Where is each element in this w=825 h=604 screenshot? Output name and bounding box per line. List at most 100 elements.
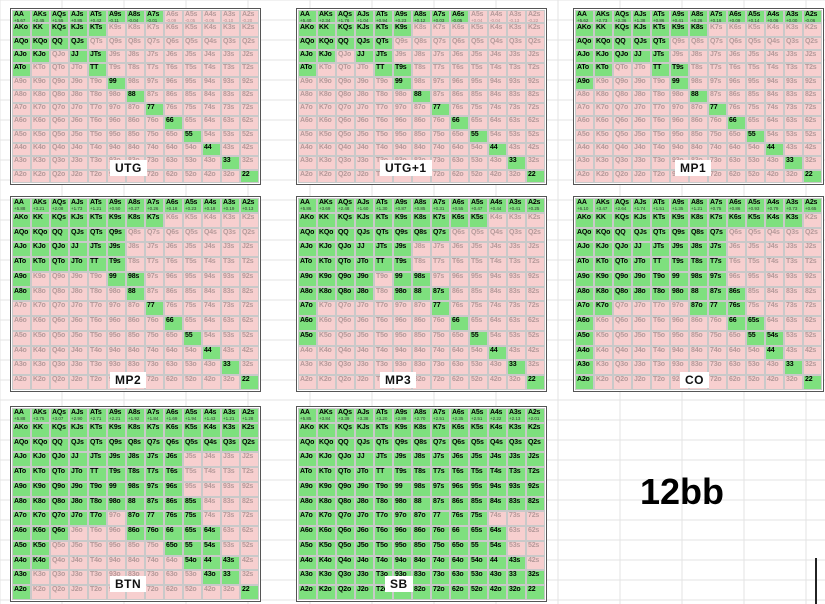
- hand-cell[interactable]: Q9s: [107, 36, 126, 50]
- hand-cell[interactable]: ATs +0.94: [374, 10, 393, 24]
- hand-cell[interactable]: A4o: [12, 555, 31, 571]
- hand-cell[interactable]: KTo: [594, 63, 613, 77]
- hand-cell[interactable]: 86s: [450, 496, 469, 512]
- hand-cell[interactable]: J5o: [69, 540, 88, 556]
- hand-cell[interactable]: Q3s: [507, 36, 526, 50]
- hand-cell[interactable]: AKs +3.69: [317, 198, 336, 213]
- hand-cell[interactable]: AJs +1.60: [355, 198, 374, 213]
- hand-cell[interactable]: AJs +3.38: [355, 408, 374, 423]
- hand-cell[interactable]: Q5o: [613, 330, 632, 346]
- hand-cell[interactable]: 84o: [126, 143, 145, 157]
- hand-cell[interactable]: 87o: [412, 301, 431, 317]
- hand-cell[interactable]: 87s: [145, 89, 164, 104]
- hand-cell[interactable]: K2o: [594, 169, 613, 183]
- hand-cell[interactable]: TT: [88, 257, 107, 272]
- hand-cell[interactable]: 96s: [164, 481, 183, 497]
- hand-cell[interactable]: T3o: [88, 570, 107, 586]
- hand-cell[interactable]: 75o: [145, 540, 164, 556]
- hand-cell[interactable]: 72o: [431, 169, 450, 183]
- hand-cell[interactable]: 88: [689, 89, 708, 104]
- hand-cell[interactable]: K7o: [317, 103, 336, 117]
- hand-cell[interactable]: 99: [107, 76, 126, 90]
- hand-cell[interactable]: 52s: [240, 330, 259, 346]
- hand-cell[interactable]: AKs +3.47: [594, 198, 613, 213]
- hand-cell[interactable]: 87s: [708, 286, 727, 302]
- hand-cell[interactable]: T6s: [450, 257, 469, 272]
- hand-cell[interactable]: Q6o: [336, 116, 355, 130]
- hand-cell[interactable]: K3s: [784, 23, 803, 37]
- hand-cell[interactable]: 54s: [488, 129, 507, 144]
- hand-cell[interactable]: 98s: [126, 76, 145, 90]
- hand-cell[interactable]: Q3o: [613, 360, 632, 376]
- hand-cell[interactable]: 76s: [727, 103, 746, 117]
- hand-cell[interactable]: 93s: [507, 271, 526, 287]
- hand-cell[interactable]: 33: [784, 360, 803, 376]
- hand-cell[interactable]: KJs: [69, 212, 88, 228]
- hand-cell[interactable]: J7o: [355, 103, 374, 117]
- hand-cell[interactable]: QTs: [374, 36, 393, 50]
- hand-cell[interactable]: T5s: [469, 467, 488, 482]
- hand-cell[interactable]: A5o: [12, 129, 31, 144]
- hand-cell[interactable]: J2s: [240, 452, 259, 468]
- hand-cell[interactable]: KQs: [613, 212, 632, 228]
- hand-cell[interactable]: T2o: [651, 169, 670, 183]
- hand-cell[interactable]: A2s +1.28: [240, 408, 259, 423]
- hand-cell[interactable]: 65s: [746, 116, 765, 130]
- hand-cell[interactable]: T6s: [450, 63, 469, 77]
- hand-cell[interactable]: 94s: [488, 271, 507, 287]
- hand-cell[interactable]: K6s: [727, 212, 746, 228]
- hand-cell[interactable]: K9o: [594, 76, 613, 90]
- hand-cell[interactable]: J4s: [765, 49, 784, 64]
- hand-cell[interactable]: AKo: [298, 23, 317, 37]
- hand-cell[interactable]: Q5o: [613, 129, 632, 144]
- hand-cell[interactable]: JTo: [69, 63, 88, 77]
- hand-cell[interactable]: A7o: [12, 511, 31, 527]
- hand-cell[interactable]: Q6o: [336, 316, 355, 331]
- hand-cell[interactable]: 82o: [412, 375, 431, 390]
- hand-cell[interactable]: 42s: [526, 143, 545, 157]
- hand-cell[interactable]: 96o: [670, 116, 689, 130]
- hand-cell[interactable]: KQo: [317, 437, 336, 453]
- hand-cell[interactable]: Q3s: [221, 437, 240, 453]
- hand-cell[interactable]: 53o: [183, 570, 202, 586]
- hand-cell[interactable]: Q8o: [50, 89, 69, 104]
- hand-cell[interactable]: K4s: [765, 212, 784, 228]
- hand-cell[interactable]: 64s: [488, 316, 507, 331]
- hand-cell[interactable]: T7s: [145, 257, 164, 272]
- hand-cell[interactable]: AJo: [12, 49, 31, 64]
- hand-cell[interactable]: A2o: [298, 375, 317, 390]
- hand-cell[interactable]: Q5s: [469, 227, 488, 243]
- hand-cell[interactable]: Q5o: [50, 129, 69, 144]
- hand-cell[interactable]: J8s: [126, 452, 145, 468]
- hand-cell[interactable]: 43s: [507, 555, 526, 571]
- hand-cell[interactable]: 62o: [727, 375, 746, 390]
- hand-cell[interactable]: 64o: [450, 555, 469, 571]
- hand-cell[interactable]: 84s: [765, 89, 784, 104]
- hand-cell[interactable]: AKs +3.75: [31, 408, 50, 423]
- hand-cell[interactable]: AQs +3.39: [336, 408, 355, 423]
- hand-cell[interactable]: AKs +3.84: [317, 408, 336, 423]
- hand-cell[interactable]: 52s: [803, 129, 822, 144]
- hand-cell[interactable]: AQs +1.55: [50, 10, 69, 24]
- hand-cell[interactable]: AQo: [298, 36, 317, 50]
- hand-cell[interactable]: 76o: [431, 316, 450, 331]
- hand-cell[interactable]: 93s: [507, 76, 526, 90]
- hand-cell[interactable]: QQ: [613, 36, 632, 50]
- hand-cell[interactable]: J8o: [632, 89, 651, 104]
- hand-cell[interactable]: J3s: [784, 242, 803, 258]
- hand-cell[interactable]: T9o: [374, 271, 393, 287]
- hand-cell[interactable]: 73s: [221, 301, 240, 317]
- hand-cell[interactable]: Q4s: [765, 36, 784, 50]
- hand-cell[interactable]: J6s: [727, 242, 746, 258]
- hand-cell[interactable]: 52o: [183, 169, 202, 183]
- hand-cell[interactable]: 76o: [145, 116, 164, 130]
- hand-cell[interactable]: AJo: [12, 242, 31, 258]
- hand-cell[interactable]: T9o: [374, 481, 393, 497]
- hand-cell[interactable]: A3o: [298, 360, 317, 376]
- hand-cell[interactable]: 99: [107, 481, 126, 497]
- hand-cell[interactable]: 44: [202, 143, 221, 157]
- hand-cell[interactable]: T5o: [88, 129, 107, 144]
- hand-cell[interactable]: 72s: [803, 301, 822, 317]
- hand-cell[interactable]: 52s: [526, 330, 545, 346]
- hand-cell[interactable]: 55: [469, 330, 488, 346]
